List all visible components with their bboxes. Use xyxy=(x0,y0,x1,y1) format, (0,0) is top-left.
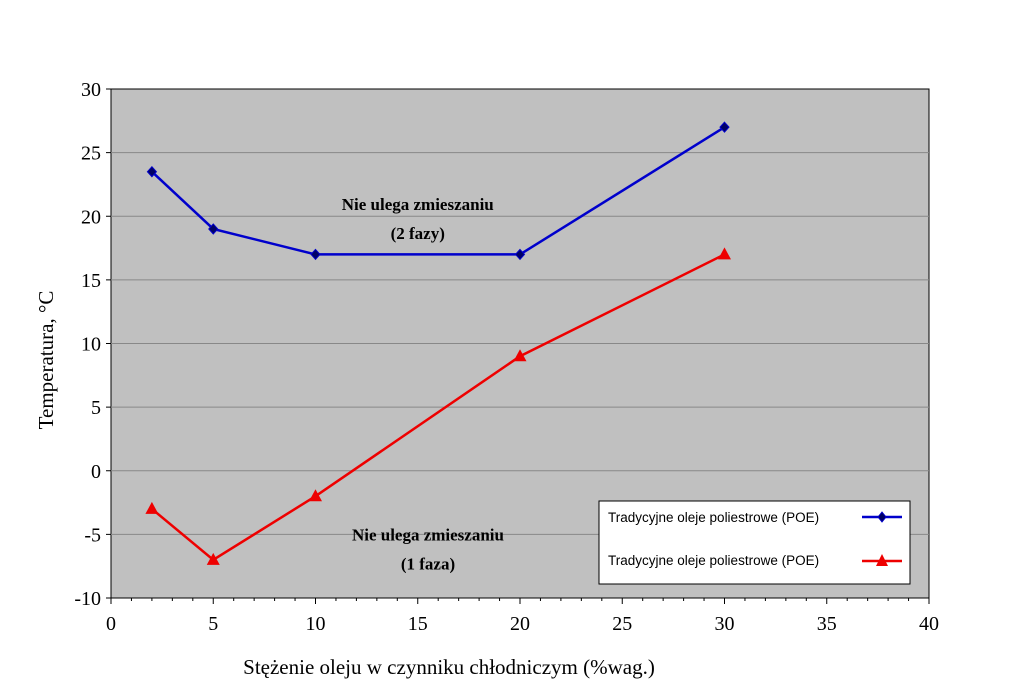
y-axis-label: Temperatura, °C xyxy=(34,291,58,430)
x-tick-label-2: 10 xyxy=(306,613,326,635)
point-s0-0 xyxy=(146,165,158,178)
annotation-upper-line1: Nie ulega zmieszaniu xyxy=(342,195,494,214)
legend-box xyxy=(598,500,911,585)
point-s0-1 xyxy=(208,223,219,235)
y-tick-label-5: 15 xyxy=(81,270,101,292)
x-tick-label-8: 40 xyxy=(919,613,939,635)
legend-marker-diamond xyxy=(877,511,887,523)
legend: Tradycyjne oleje poliestrowe (POE) Trady… xyxy=(598,500,911,585)
annotation-lower-line1: Nie ulega zmieszaniu xyxy=(352,526,504,545)
point-s0-2 xyxy=(310,248,321,261)
point-s1-2 xyxy=(309,489,322,502)
y-tick-label-2: 0 xyxy=(91,461,101,483)
legend-label-blue: Tradycyjne oleje poliestrowe (POE) xyxy=(608,510,819,525)
y-tick-label-4: 10 xyxy=(81,334,101,356)
x-tick-label-7: 35 xyxy=(817,613,837,635)
x-axis-label: Stężenie oleju w czynniku chłodniczym (%… xyxy=(243,655,655,679)
y-tick-label-3: 5 xyxy=(91,397,101,419)
annotation-upper-line2: (2 fazy) xyxy=(391,224,445,243)
series-layer xyxy=(145,121,731,565)
y-tick-label-0: -10 xyxy=(74,588,101,610)
point-s1-0 xyxy=(145,501,159,514)
x-tick-label-0: 0 xyxy=(106,613,116,635)
x-axis-ticks: 0 5 10 15 20 25 30 35 40 xyxy=(106,598,939,635)
x-tick-label-1: 5 xyxy=(208,613,218,635)
x-tick-label-3: 15 xyxy=(408,613,428,635)
y-tick-label-7: 25 xyxy=(81,143,101,165)
point-s0-4 xyxy=(719,121,730,133)
x-tick-label-5: 25 xyxy=(612,613,632,635)
point-s1-4 xyxy=(718,247,731,260)
legend-marker-triangle xyxy=(876,554,888,566)
y-axis-ticks: -10 -5 0 5 10 15 20 25 30 xyxy=(74,79,111,610)
legend-label-red: Tradycyjne oleje poliestrowe (POE) xyxy=(608,553,819,568)
annotation-lower-line2: (1 faza) xyxy=(401,555,455,574)
point-s0-3 xyxy=(514,248,526,261)
y-tick-label-6: 20 xyxy=(81,206,101,228)
point-s1-3 xyxy=(513,349,527,362)
y-tick-label-1: -5 xyxy=(84,524,101,546)
y-tick-label-8: 30 xyxy=(81,79,101,101)
x-tick-label-6: 30 xyxy=(715,613,735,635)
point-s1-1 xyxy=(206,552,220,565)
x-tick-label-4: 20 xyxy=(510,613,530,635)
